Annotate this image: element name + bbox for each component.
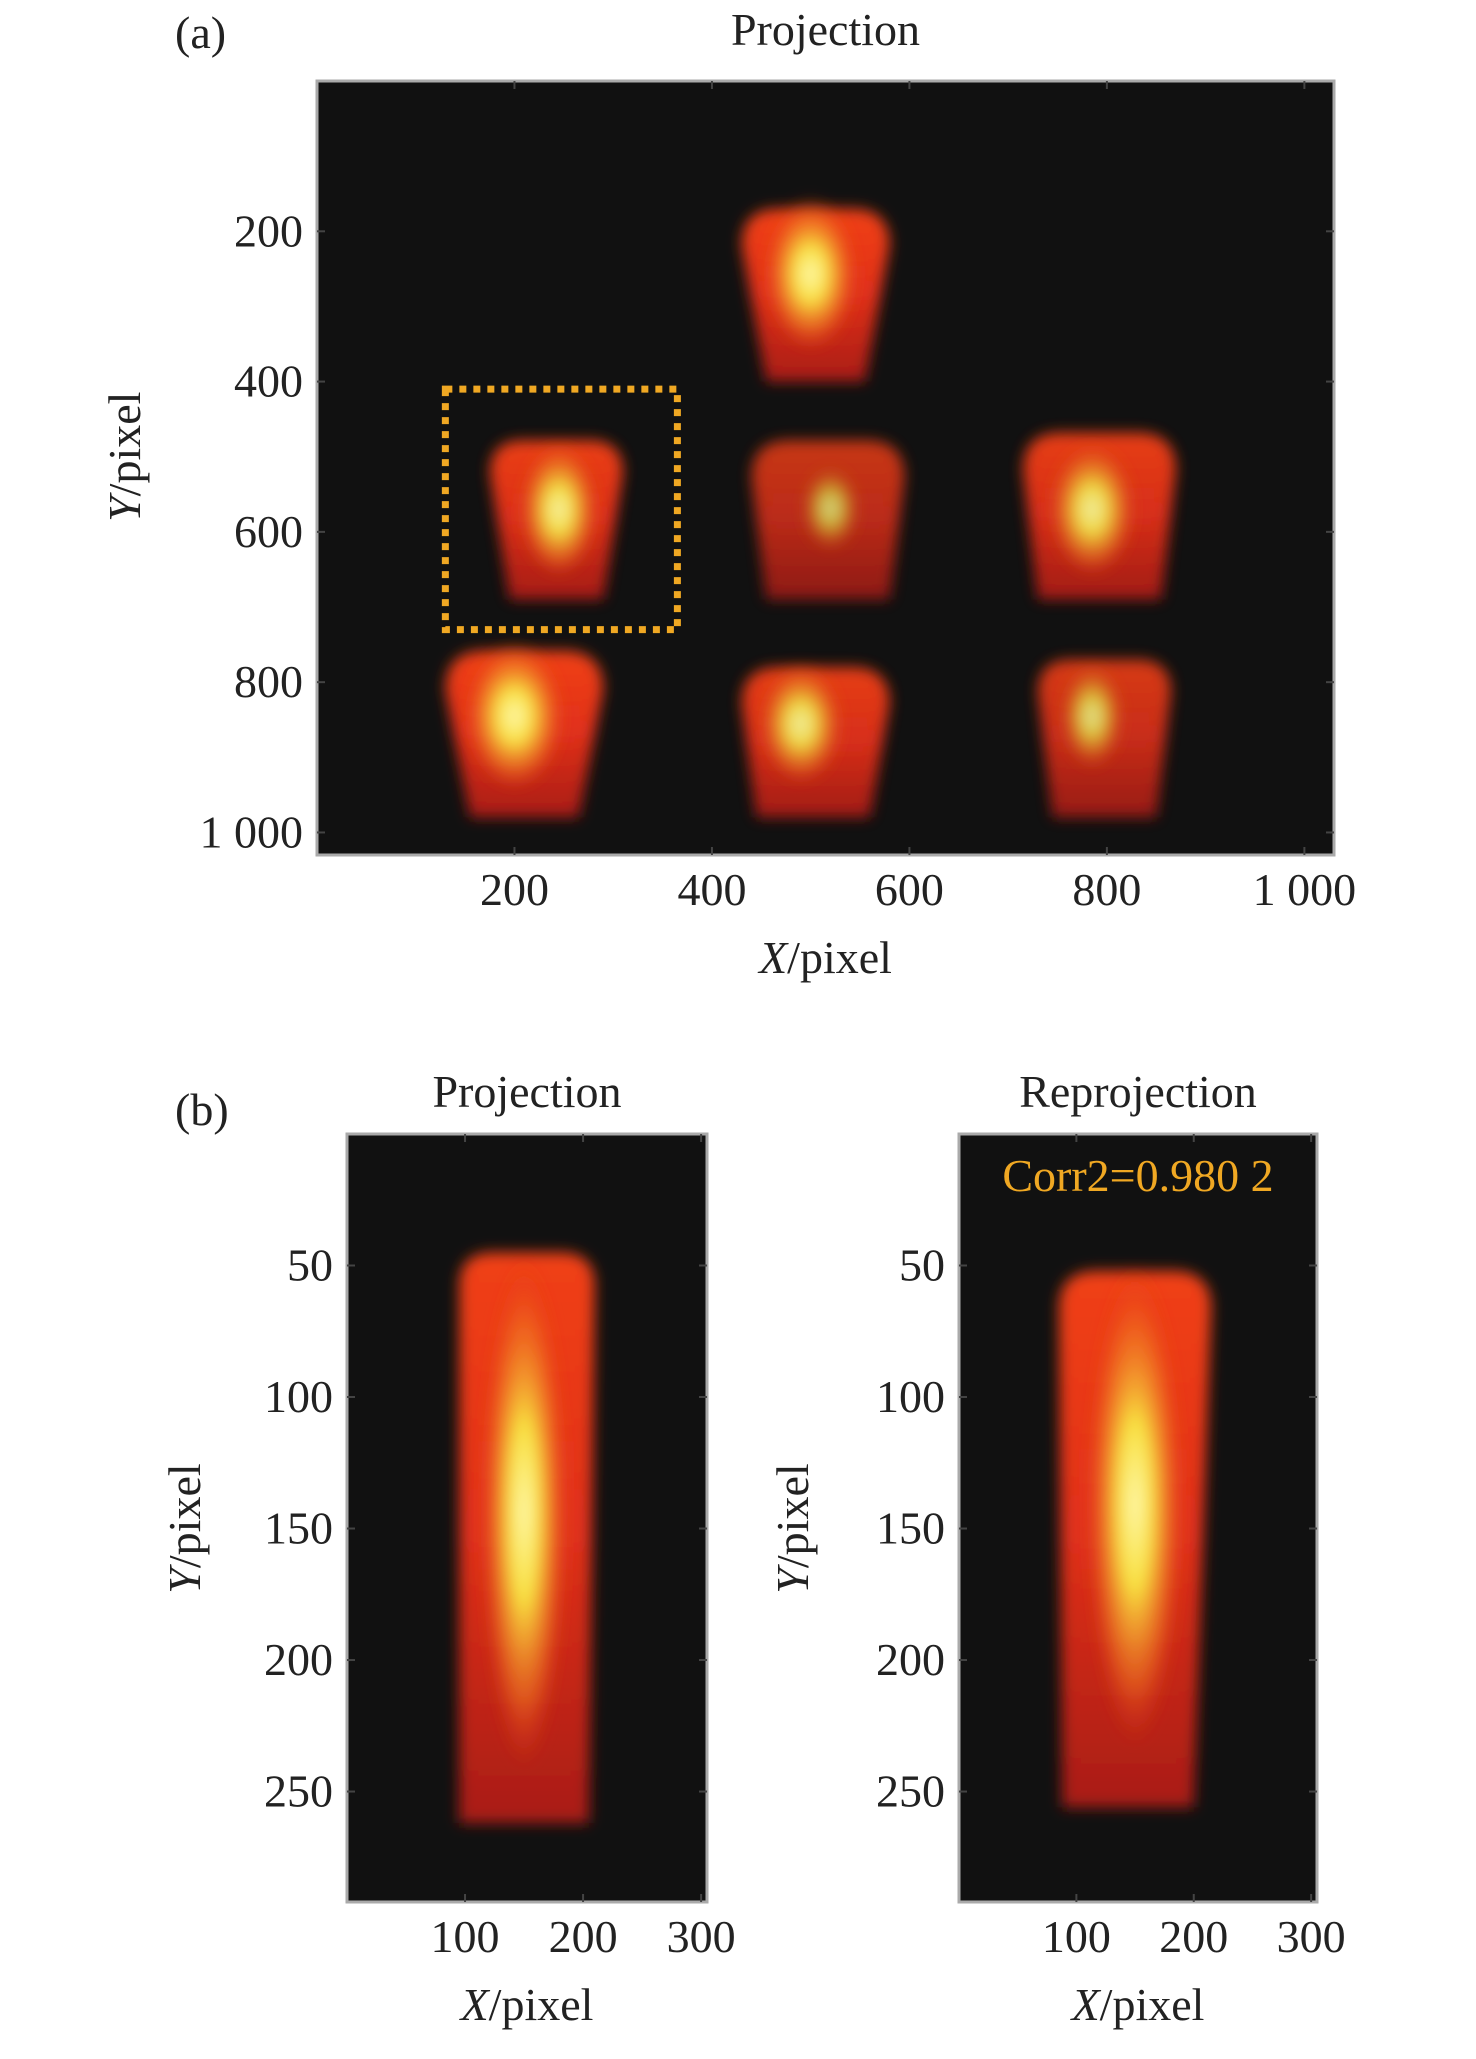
intensity-blob — [741, 196, 890, 382]
intensity-blob — [1022, 432, 1177, 600]
y-axis-var: Y — [767, 1564, 818, 1594]
x-tick-label: 600 — [875, 864, 944, 915]
y-axis-label: Y/pixel — [767, 1463, 818, 1593]
chart-title: Projection — [432, 1066, 621, 1117]
x-tick-label: 400 — [677, 864, 746, 915]
x-tick-label: 100 — [1042, 1911, 1111, 1962]
x-axis-unit: /pixel — [1100, 1979, 1205, 2030]
y-tick-label: 50 — [287, 1240, 333, 1291]
y-axis-label: Y/pixel — [159, 1463, 210, 1593]
panel-2: 100 200 300 50 100 150 200 250 Reprojection X/pix… — [767, 1066, 1346, 2030]
y-axis-var: Y — [159, 1564, 210, 1594]
y-tick-label: 200 — [234, 205, 303, 256]
x-axis-var: X — [459, 1979, 491, 2030]
x-axis-label: X/pixel — [459, 1979, 594, 2030]
blob-hotspot — [518, 441, 600, 578]
y-tick-label: 1 000 — [200, 806, 304, 857]
x-tick-label: 200 — [549, 1911, 618, 1962]
blob-hotspot — [1086, 1263, 1184, 1747]
panel-1: 100 200 300 50 100 150 200 250 Projection (b) X/pi… — [159, 1066, 736, 2030]
x-tick-label: 800 — [1072, 864, 1141, 915]
panel-0: 200 400 600 800 1 000 200 400 600 800 1 000 Projec… — [99, 4, 1356, 983]
y-tick-label: 100 — [876, 1371, 945, 1422]
intensity-blob — [1037, 659, 1172, 818]
blob-hotspot — [758, 663, 844, 785]
x-axis-var: X — [757, 932, 789, 983]
blob-hotspot — [801, 465, 860, 552]
blob-hotspot — [480, 1255, 568, 1770]
blob-hotspot — [1048, 441, 1137, 577]
y-axis-var: Y — [99, 492, 150, 522]
image-layer — [445, 196, 1177, 818]
y-tick-label: 250 — [876, 1766, 945, 1817]
y-tick-label: 150 — [876, 1503, 945, 1554]
x-tick-label: 1 000 — [1253, 864, 1357, 915]
x-tick-label: 200 — [1159, 1911, 1228, 1962]
correlation-annotation: Corr2=0.980 2 — [1002, 1150, 1273, 1201]
intensity-blob — [489, 440, 624, 600]
y-tick-label: 200 — [264, 1634, 333, 1685]
intensity-blob — [751, 440, 905, 600]
y-tick-label: 800 — [234, 656, 303, 707]
chart-title: Reprojection — [1019, 1066, 1257, 1117]
x-axis-label: X/pixel — [757, 932, 892, 983]
blob-hotspot — [1060, 663, 1125, 770]
x-axis-var: X — [1070, 1979, 1102, 2030]
x-axis-unit: /pixel — [787, 932, 892, 983]
image-layer — [1058, 1263, 1212, 1808]
y-tick-label: 150 — [264, 1503, 333, 1554]
y-axis-label: Y/pixel — [99, 392, 150, 522]
blob-hotspot — [463, 640, 566, 792]
y-tick-label: 400 — [234, 356, 303, 407]
y-axis-unit: /pixel — [99, 392, 150, 497]
intensity-blob — [741, 663, 890, 818]
x-tick-label: 300 — [1277, 1911, 1346, 1962]
panel-label: (b) — [175, 1084, 229, 1135]
image-layer — [459, 1252, 595, 1824]
x-tick-label: 200 — [480, 864, 549, 915]
blob-hotspot — [763, 196, 859, 352]
y-tick-label: 50 — [899, 1240, 945, 1291]
intensity-blob — [459, 1252, 595, 1824]
y-tick-label: 100 — [264, 1371, 333, 1422]
x-tick-label: 100 — [431, 1911, 500, 1962]
panel-label: (a) — [175, 7, 226, 58]
y-tick-label: 250 — [264, 1766, 333, 1817]
y-tick-label: 200 — [876, 1634, 945, 1685]
intensity-blob — [445, 640, 604, 818]
highlight-box — [441, 385, 681, 634]
y-axis-unit: /pixel — [159, 1463, 210, 1568]
chart-title: Projection — [731, 4, 920, 55]
x-tick-label: 300 — [667, 1911, 736, 1962]
y-axis-unit: /pixel — [767, 1463, 818, 1568]
x-axis-unit: /pixel — [489, 1979, 594, 2030]
x-axis-label: X/pixel — [1070, 1979, 1205, 2030]
intensity-blob — [1058, 1263, 1212, 1808]
y-tick-label: 600 — [234, 506, 303, 557]
